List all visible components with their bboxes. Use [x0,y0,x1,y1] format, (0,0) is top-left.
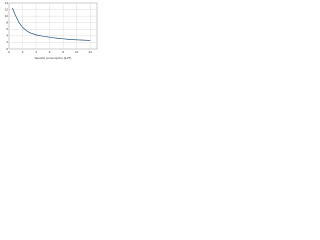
y-tick-label: 12 [5,7,9,11]
y-tick-label: 6 [6,27,8,31]
plot-frame [8,2,98,50]
x-tick-label: 12 [89,50,93,54]
line-series [12,7,91,41]
y-tick-label: 0 [6,47,8,51]
chart: Specific consumption (kJ/T) 024681012140… [5,1,98,60]
y-tick-label: 4 [6,34,8,38]
y-tick-label: 8 [6,21,8,25]
x-tick-label: 4 [35,50,37,54]
x-tick-label: 2 [22,50,24,54]
page: {"chart_data": {"type": "line", "x_label… [0,0,100,62]
y-tick-label: 10 [5,14,9,18]
x-tick-label: 0 [8,50,10,54]
x-tick-label: 8 [62,50,64,54]
x-axis-label: Specific consumption (kJ/T) [35,56,72,60]
y-tick-label: 2 [6,40,8,44]
x-tick-label: 10 [75,50,79,54]
y-tick-label: 14 [5,1,9,5]
x-tick-label: 6 [49,50,51,54]
